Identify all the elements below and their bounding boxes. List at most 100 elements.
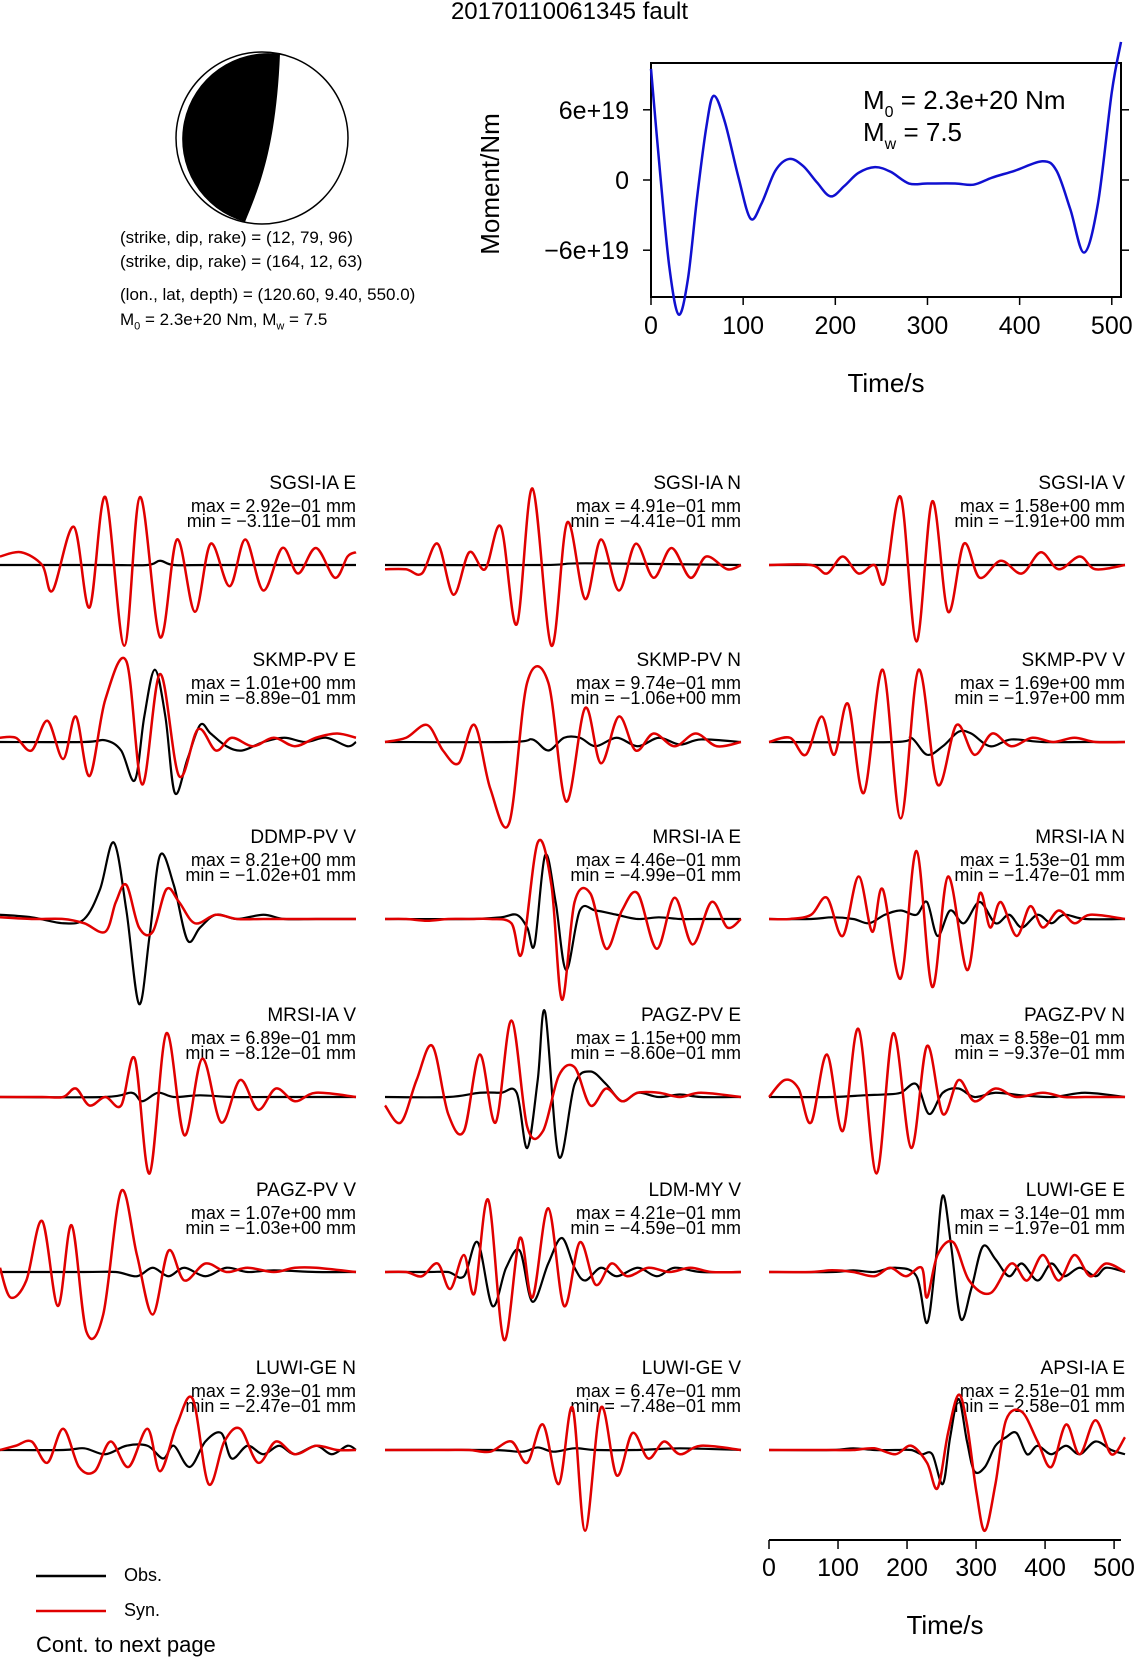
synthetic-trace	[0, 656, 357, 786]
max-label: max = 2.93e−01 mm	[191, 1381, 356, 1401]
synthetic-trace	[0, 882, 356, 937]
station-label: SGSI-IA N	[653, 473, 741, 494]
max-label: max = 3.14e−01 mm	[960, 1203, 1125, 1223]
synthetic-trace	[0, 1031, 357, 1175]
station-label: APSI-IA E	[1041, 1358, 1125, 1379]
max-label: max = 1.15e+00 mm	[576, 1028, 741, 1048]
max-label: max = 6.47e−01 mm	[576, 1381, 741, 1401]
max-label: max = 8.58e−01 mm	[960, 1028, 1125, 1048]
max-label: max = 9.74e−01 mm	[576, 673, 741, 693]
waveform-time-axis: 0 100 200 300 400 500 Time/s	[762, 1539, 1135, 1640]
min-label: min = −8.12e−01 mm	[185, 1043, 356, 1063]
synthetic-trace	[768, 495, 1126, 643]
synthetic-trace	[768, 849, 1126, 989]
synthetic-trace	[768, 668, 1126, 820]
station-label: SKMP-PV N	[636, 650, 741, 671]
synthetic-trace	[768, 1027, 1125, 1175]
station-label: LDM-MY V	[648, 1180, 741, 1201]
moment-text: M0 = 2.3e+20 Nm, Mw = 7.5	[120, 310, 328, 333]
observed-trace	[768, 1082, 1126, 1116]
observed-trace	[0, 1266, 357, 1278]
synthetic-trace	[384, 1198, 742, 1342]
min-label: min = −8.60e−01 mm	[570, 1043, 741, 1063]
min-label: min = −9.37e−01 mm	[954, 1043, 1125, 1063]
station-label: PAGZ-PV N	[1024, 1005, 1125, 1026]
observed-trace	[768, 729, 1125, 757]
beachball-compressional-quadrant	[182, 53, 280, 222]
synthetic-trace	[0, 495, 357, 648]
synthetic-trace	[384, 838, 742, 1002]
min-label: min = −2.47e−01 mm	[185, 1396, 356, 1416]
x-tick-label: 0	[644, 312, 658, 340]
synthetic-trace	[384, 665, 742, 829]
min-label: min = −1.91e+00 mm	[954, 511, 1125, 531]
observed-trace	[768, 900, 1126, 938]
max-label: max = 4.91e−01 mm	[576, 496, 741, 516]
y-tick-label: 0	[615, 167, 629, 195]
observed-trace	[384, 853, 741, 972]
plane-1-text: (strike, dip, rake) = (12, 79, 96)	[120, 228, 353, 247]
station-label: MRSI-IA E	[652, 827, 741, 848]
min-label: min = −1.03e+00 mm	[185, 1218, 356, 1238]
x-tick-label: 100	[722, 312, 764, 340]
synthetic-trace	[0, 1188, 357, 1341]
min-label: min = −1.02e+01 mm	[185, 865, 356, 885]
min-label: min = −1.97e−01 mm	[954, 1218, 1125, 1238]
station-label: PAGZ-PV E	[641, 1005, 741, 1026]
min-label: min = −1.47e−01 mm	[954, 865, 1125, 885]
synthetic-trace	[768, 1393, 1127, 1533]
min-label: min = −1.97e+00 mm	[954, 688, 1125, 708]
max-label: max = 1.53e−01 mm	[960, 850, 1125, 870]
min-label: min = −4.59e−01 mm	[570, 1218, 741, 1238]
mw-annotation: Mw = 7.5	[863, 117, 962, 153]
time-axis-label: Time/s	[906, 1610, 983, 1640]
max-label: max = 4.21e−01 mm	[576, 1203, 741, 1223]
x-axis-label: Time/s	[847, 368, 924, 398]
time-tick-label: 500	[1093, 1554, 1135, 1582]
observed-trace	[384, 562, 742, 567]
continuation-note: Cont. to next page	[36, 1632, 216, 1657]
max-label: max = 1.07e+00 mm	[191, 1203, 356, 1223]
station-label: SGSI-IA V	[1038, 473, 1125, 494]
station-label: SKMP-PV V	[1022, 650, 1126, 671]
legend-obs-label: Obs.	[124, 1565, 163, 1585]
observed-trace	[385, 1236, 742, 1308]
moment-rate-chart: 0 100 200 300 400 500 6e+19 0 −6e+19 Time/s Moment…	[475, 41, 1133, 398]
legend-syn-label: Syn.	[124, 1600, 161, 1620]
max-label: max = 1.69e+00 mm	[960, 673, 1125, 693]
x-tick-label: 300	[907, 312, 949, 340]
max-label: max = 6.89e−01 mm	[191, 1028, 356, 1048]
station-label: LUWI-GE N	[256, 1358, 356, 1379]
observed-trace	[384, 1446, 742, 1453]
min-label: min = −7.48e−01 mm	[570, 1396, 741, 1416]
max-label: max = 1.58e+00 mm	[960, 496, 1125, 516]
max-label: max = 2.51e−01 mm	[960, 1381, 1125, 1401]
max-label: max = 2.92e−01 mm	[191, 496, 356, 516]
x-tick-label: 500	[1091, 312, 1133, 340]
max-label: max = 8.21e+00 mm	[191, 850, 356, 870]
station-label: PAGZ-PV V	[256, 1180, 356, 1201]
observed-trace	[0, 1091, 356, 1103]
time-tick-label: 400	[1024, 1554, 1066, 1582]
min-label: min = −4.41e−01 mm	[570, 511, 741, 531]
synthetic-trace	[384, 487, 742, 648]
time-tick-label: 200	[886, 1554, 928, 1582]
legend	[36, 1574, 106, 1613]
station-label: LUWI-GE V	[642, 1358, 742, 1379]
